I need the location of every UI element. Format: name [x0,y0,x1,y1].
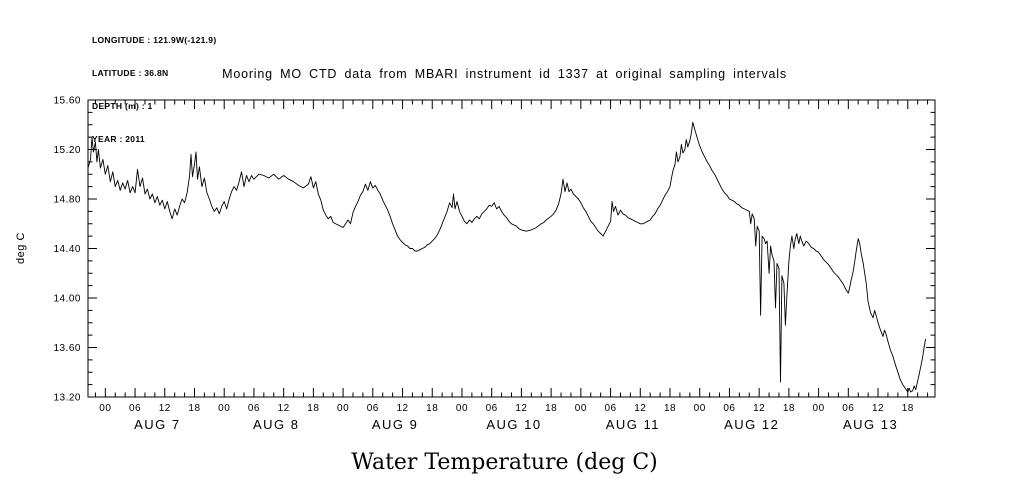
svg-text:12: 12 [278,403,290,414]
svg-text:AUG 9: AUG 9 [372,417,419,432]
svg-text:06: 06 [367,403,379,414]
svg-text:AUG 12: AUG 12 [724,417,779,432]
svg-text:12: 12 [753,403,765,414]
x-ticks [94,100,929,397]
svg-text:AUG 10: AUG 10 [486,417,541,432]
y-tick-labels: 13.20 13.60 14.00 14.40 14.80 15.20 15.60 [53,96,81,404]
svg-text:13.60: 13.60 [53,343,81,354]
metadata-year: YEAR : 2011 [92,134,145,144]
svg-text:AUG 13: AUG 13 [843,417,898,432]
metadata-latitude: LATITUDE : 36.8N [92,68,169,78]
svg-text:18: 18 [664,403,676,414]
svg-text:18: 18 [307,403,319,414]
svg-text:18: 18 [426,403,438,414]
svg-text:12: 12 [872,403,884,414]
svg-text:12: 12 [634,403,646,414]
svg-text:00: 00 [575,403,587,414]
x-hour-labels: 00 06 12 18 00 06 12 18 00 06 12 18 00 06 12 18 00 06 12 18… [99,403,914,414]
svg-text:12: 12 [515,403,527,414]
svg-text:14.80: 14.80 [53,195,81,206]
svg-text:15.60: 15.60 [53,96,81,107]
svg-text:00: 00 [99,403,111,414]
svg-text:18: 18 [902,403,914,414]
metadata-longitude: LONGITUDE : 121.9W(-121.9) [92,35,217,45]
svg-text:AUG 8: AUG 8 [253,417,300,432]
y-ticks [88,99,935,398]
svg-text:AUG 11: AUG 11 [606,417,660,432]
svg-text:06: 06 [723,403,735,414]
svg-text:18: 18 [188,403,200,414]
svg-text:18: 18 [783,403,795,414]
svg-text:14.40: 14.40 [53,244,81,255]
plot-border [87,99,936,398]
svg-text:06: 06 [605,403,617,414]
chart-title: Mooring MO CTD data from MBARI instrumen… [222,67,787,81]
metadata-block: LONGITUDE : 121.9W(-121.9) LATITUDE : 36… [92,13,216,167]
svg-text:12: 12 [159,403,171,414]
y-axis-label: deg C [15,232,27,264]
svg-text:00: 00 [456,403,468,414]
svg-text:06: 06 [248,403,260,414]
figure-caption: Water Temperature (deg C) [351,450,658,475]
svg-text:18: 18 [545,403,557,414]
svg-text:00: 00 [813,403,825,414]
svg-text:06: 06 [486,403,498,414]
svg-text:12: 12 [396,403,408,414]
svg-text:14.00: 14.00 [53,294,81,305]
temperature-line [87,121,927,393]
x-day-labels: AUG 7 AUG 8 AUG 9 AUG 10 AUG 11 AUG 12 AUG 13 [134,417,898,432]
svg-text:06: 06 [842,403,854,414]
svg-text:06: 06 [129,403,141,414]
svg-text:AUG 7: AUG 7 [134,417,181,432]
svg-text:00: 00 [218,403,230,414]
svg-text:13.20: 13.20 [53,393,81,404]
svg-text:15.20: 15.20 [53,145,81,156]
svg-text:00: 00 [694,403,706,414]
metadata-depth: DEPTH (m) : 1 [92,101,153,111]
svg-text:00: 00 [337,403,349,414]
